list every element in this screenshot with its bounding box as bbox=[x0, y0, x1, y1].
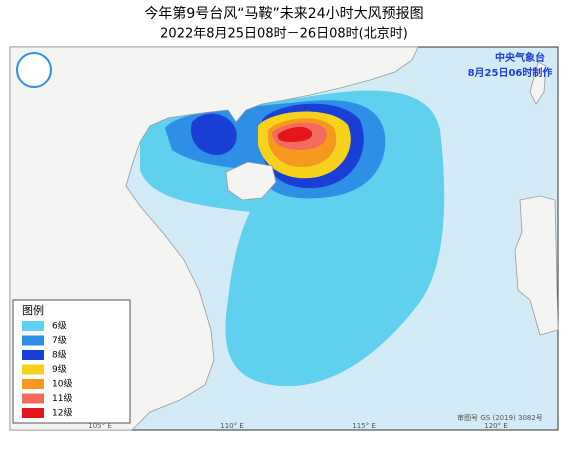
taiwan bbox=[529, 61, 547, 105]
legend-label: 12级 bbox=[52, 407, 72, 419]
legend-label: 7级 bbox=[52, 334, 67, 346]
lon-labels: 105° E 110° E 115° E 120° E bbox=[88, 422, 508, 430]
legend bbox=[12, 299, 131, 424]
subtitle: 2022年8月25日08时－26日08时(北京时) bbox=[160, 27, 408, 42]
legend-title: 图例 bbox=[22, 303, 44, 317]
legend-swatch bbox=[22, 379, 44, 389]
agency: 中央气象台 bbox=[495, 51, 545, 64]
legend-swatch bbox=[22, 350, 44, 360]
legend-swatch bbox=[22, 364, 44, 375]
lon-label: 115° E bbox=[352, 422, 376, 430]
legend-items: 6级 7级 8级 9级 10级 11级 12级 bbox=[22, 320, 72, 419]
emblem bbox=[16, 52, 52, 88]
legend-label: 9级 bbox=[52, 363, 67, 375]
lon-label: 105° E bbox=[88, 422, 112, 430]
title: 今年第9号台风“马鞍”未来24小时大风预报图 bbox=[144, 5, 423, 22]
wind-zones bbox=[140, 90, 445, 387]
legend-swatch bbox=[22, 321, 44, 331]
issued: 8月25日06时制作 bbox=[468, 66, 553, 79]
legend-label: 10级 bbox=[52, 378, 72, 390]
legend-label: 8级 bbox=[52, 349, 67, 361]
legend-swatch bbox=[22, 335, 44, 346]
philippines bbox=[514, 195, 559, 336]
hainan bbox=[225, 161, 277, 201]
lon-label: 120° E bbox=[484, 422, 508, 430]
legend-swatch bbox=[22, 393, 44, 404]
wind-zone bbox=[277, 126, 313, 142]
lon-label: 110° E bbox=[220, 422, 244, 430]
legend-swatch bbox=[22, 408, 44, 418]
credit: 审图号 GS (2019) 3082号 bbox=[457, 413, 543, 422]
legend-label: 6级 bbox=[52, 320, 67, 332]
legend-label: 11级 bbox=[52, 392, 72, 404]
